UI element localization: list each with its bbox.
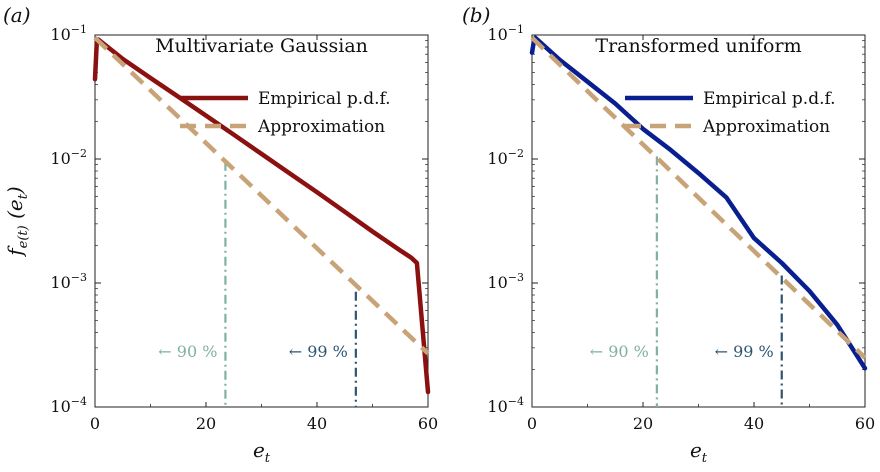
panel-b-legend-label-empirical: Empirical p.d.f. (703, 89, 836, 109)
panel-b-x-tick-label: 20 (633, 414, 653, 433)
panel-b-x-tick-label: 60 (855, 414, 875, 433)
panel-b-y-tick-label: 10−4 (487, 395, 524, 416)
panel-a-series-approximation-line (93, 36, 430, 356)
panel-b-marker-label-90: ← 90 % (590, 342, 649, 361)
panel-a-x-tick-label: 40 (307, 414, 327, 433)
panel-a-marker-label-90: ← 90 % (158, 342, 217, 361)
panel-b-x-tick-label: 0 (527, 414, 537, 433)
panel-b-x-axis-label: et (690, 438, 708, 466)
panel-b-legend-label-approximation: Approximation (702, 117, 830, 137)
panel-a-title: Multivariate Gaussian (155, 35, 368, 57)
panel-a-label: (a) (3, 3, 31, 27)
panel-a-legend-label-approximation: Approximation (257, 117, 385, 137)
panel-a-x-tick-label: 20 (196, 414, 216, 433)
panel-a-series-empirical-line (92, 37, 431, 395)
panel-b-y-tick-label: 10−3 (487, 271, 524, 292)
panel-b-y-tick-label: 10−1 (487, 23, 524, 44)
panel-b-x-tick-label: 40 (744, 414, 764, 433)
panel-a-y-tick-label: 10−3 (50, 271, 87, 292)
panel-b-label: (b) (462, 3, 490, 27)
panel-b-y-tick-label: 10−2 (487, 147, 524, 168)
panel-a-legend-label-empirical: Empirical p.d.f. (258, 89, 391, 109)
panel-a-y-axis-label: fe(t) (et) (3, 186, 31, 258)
panel-b-marker-label-99: ← 99 % (715, 342, 774, 361)
panel-a-y-tick-label: 10−2 (50, 147, 87, 168)
panel-a-marker-label-99: ← 99 % (289, 342, 348, 361)
panel-b-series-approximation-line (530, 36, 867, 360)
panel-a-x-tick-label: 0 (90, 414, 100, 433)
panel-b-series-empirical-line (529, 35, 868, 371)
panel-a-y-tick-label: 10−4 (50, 395, 87, 416)
panel-a-x-axis-label: et (253, 438, 271, 466)
panel-a-y-axis-label-group: fe(t) (et) (3, 186, 31, 258)
panel-a-x-tick-label: 60 (418, 414, 438, 433)
panel-b-title: Transformed uniform (595, 35, 801, 57)
panel-a-y-tick-label: 10−1 (50, 23, 87, 44)
